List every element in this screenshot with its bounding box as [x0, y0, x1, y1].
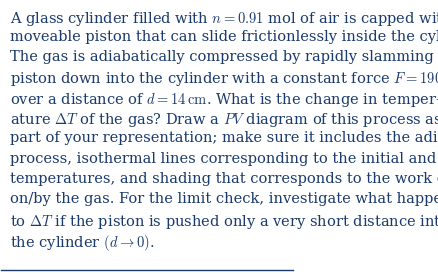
Text: The gas is adiabatically compressed by rapidly slamming the: The gas is adiabatically compressed by r… — [10, 50, 438, 64]
Text: to $\Delta T$ if the piston is pushed only a very short distance into: to $\Delta T$ if the piston is pushed on… — [10, 212, 438, 230]
Text: over a distance of $d = 14\,\mathrm{cm}$. What is the change in temper-: over a distance of $d = 14\,\mathrm{cm}$… — [10, 91, 438, 109]
Text: A glass cylinder filled with $n = 0.91$ mol of air is capped with a: A glass cylinder filled with $n = 0.91$ … — [10, 10, 438, 28]
Text: process, isothermal lines corresponding to the initial and final: process, isothermal lines corresponding … — [10, 152, 438, 166]
Text: on/by the gas. For the limit check, investigate what happens: on/by the gas. For the limit check, inve… — [10, 192, 438, 206]
Text: the cylinder $(d \rightarrow 0)$.: the cylinder $(d \rightarrow 0)$. — [10, 233, 155, 253]
Text: piston down into the cylinder with a constant force $F = 190\,\mathrm{N}$: piston down into the cylinder with a con… — [10, 70, 438, 88]
Text: ature $\Delta T$ of the gas? Draw a $PV$ diagram of this process as: ature $\Delta T$ of the gas? Draw a $PV$… — [10, 111, 438, 129]
Text: temperatures, and shading that corresponds to the work done: temperatures, and shading that correspon… — [10, 172, 438, 186]
Text: part of your representation; make sure it includes the adiabatic: part of your representation; make sure i… — [10, 131, 438, 145]
Text: moveable piston that can slide frictionlessly inside the cylinder.: moveable piston that can slide frictionl… — [10, 30, 438, 44]
